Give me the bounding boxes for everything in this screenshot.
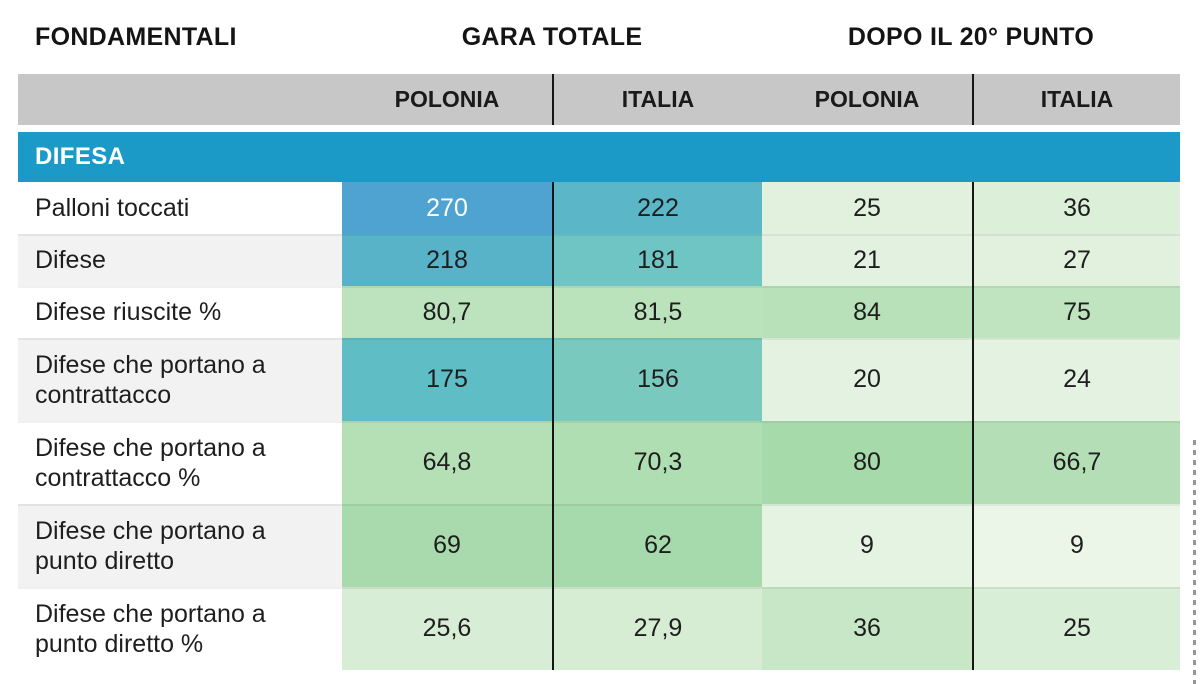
stat-cell: 69	[342, 504, 552, 587]
stat-row-label: Palloni toccati	[18, 182, 342, 234]
stat-row-label: Difese	[18, 234, 342, 286]
stat-row-label: Difese che portano a contrattacco	[18, 338, 342, 421]
stat-cell: 21	[762, 234, 972, 286]
stat-cell: 66,7	[972, 421, 1180, 504]
stat-cell: 175	[342, 338, 552, 421]
stat-cell: 156	[552, 338, 762, 421]
stat-cell: 270	[342, 182, 552, 234]
crop-dash-artifact	[1193, 440, 1196, 684]
header-italia-dopo-20: ITALIA	[972, 74, 1180, 125]
column-group-dopo-il-20-punto: DOPO IL 20° PUNTO	[847, 22, 1095, 51]
header-polonia-gara-totale: POLONIA	[394, 86, 500, 112]
stat-cell: 84	[762, 286, 972, 338]
table-row: Difese riuscite % 80,7 81,5 84 75	[18, 286, 1180, 338]
stat-cell: 25,6	[342, 587, 552, 670]
column-group-fondamentali: FONDAMENTALI	[35, 22, 237, 51]
stat-cell: 80	[762, 421, 972, 504]
stat-cell: 64,8	[342, 421, 552, 504]
stat-row-label: Difese che portano a punto diretto	[18, 504, 342, 587]
stat-row-label: Difese che portano a contrattacco %	[18, 421, 342, 504]
stat-cell: 222	[552, 182, 762, 234]
stat-cell: 20	[762, 338, 972, 421]
stat-cell: 27,9	[552, 587, 762, 670]
stat-cell: 80,7	[342, 286, 552, 338]
stat-cell: 36	[972, 182, 1180, 234]
stat-cell: 24	[972, 338, 1180, 421]
stat-cell: 181	[552, 234, 762, 286]
stat-cell: 25	[762, 182, 972, 234]
stat-cell: 27	[972, 234, 1180, 286]
table-row: Difese che portano a punto diretto % 25,…	[18, 587, 1180, 670]
table-row: Difese 218 181 21 27	[18, 234, 1180, 286]
table-row: Difese che portano a contrattacco 175 15…	[18, 338, 1180, 421]
table-row: Difese che portano a contrattacco % 64,8…	[18, 421, 1180, 504]
stat-cell: 36	[762, 587, 972, 670]
stat-cell: 62	[552, 504, 762, 587]
stat-cell: 81,5	[552, 286, 762, 338]
country-header-row: POLONIA ITALIA POLONIA ITALIA	[18, 74, 1180, 125]
defense-stats-table: FONDAMENTALI GARA TOTALE DOPO IL 20° PUN…	[18, 0, 1180, 670]
table-row: Palloni toccati 270 222 25 36	[18, 182, 1180, 234]
stat-cell: 25	[972, 587, 1180, 670]
table-title-row: FONDAMENTALI GARA TOTALE DOPO IL 20° PUN…	[18, 0, 1180, 74]
column-group-gara-totale: GARA TOTALE	[461, 22, 643, 51]
stat-row-label: Difese che portano a punto diretto %	[18, 587, 342, 670]
stat-cell: 75	[972, 286, 1180, 338]
section-header-difesa: DIFESA	[18, 132, 1180, 182]
stat-row-label: Difese riuscite %	[18, 286, 342, 338]
header-polonia-dopo-20: POLONIA	[814, 86, 920, 112]
header-italia-gara-totale: ITALIA	[552, 74, 762, 125]
country-header-spacer	[18, 74, 342, 125]
stat-cell: 9	[972, 504, 1180, 587]
header-gap	[18, 125, 1180, 132]
stat-cell: 218	[342, 234, 552, 286]
stat-cell: 9	[762, 504, 972, 587]
table-row: Difese che portano a punto diretto 69 62…	[18, 504, 1180, 587]
stat-cell: 70,3	[552, 421, 762, 504]
table-body: Palloni toccati 270 222 25 36 Difese 218…	[18, 182, 1180, 670]
